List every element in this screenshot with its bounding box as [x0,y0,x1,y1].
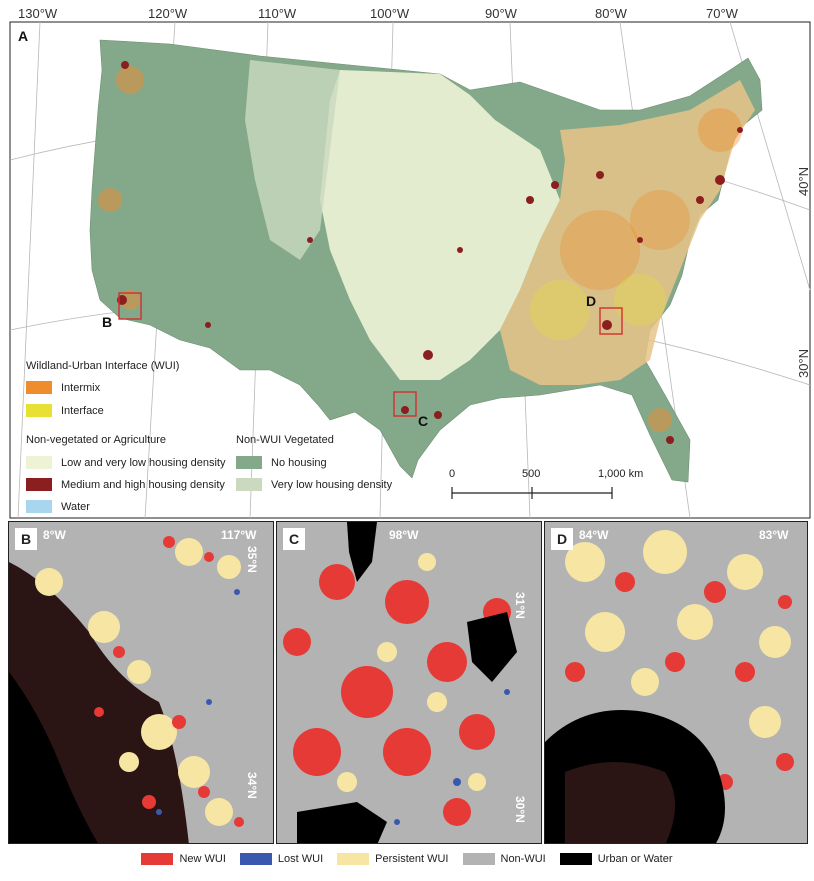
inset-c: C 98°W 31°N 30°N [276,521,542,844]
legend-interface-label: Interface [61,404,104,417]
legend-no-housing: No housing [236,456,327,469]
swatch-urban-water [559,853,592,865]
bottom-legend-non-wui: Non-WUI [462,853,546,865]
legend-no-housing-label: No housing [271,456,327,469]
bottom-legend-new-wui-label: New WUI [179,853,226,865]
legend-water-label: Water [61,500,90,513]
legend-interface: Interface [26,404,104,417]
agriculture-region [320,70,560,380]
urban-centers [117,61,743,444]
wui-speckle [98,66,742,432]
swatch-lost-wui [239,853,272,865]
lat-label-40n: 40°N [796,166,811,196]
bottom-legend-new-wui: New WUI [141,853,226,865]
box-d-outline [599,307,623,335]
swatch-non-wui [462,853,495,865]
legend-very-low-density-label: Very low housing density [271,478,393,491]
box-c-outline [393,391,417,417]
swatch-very-low-density [236,478,262,491]
inset-b-lon-right: 117°W [221,528,257,542]
swatch-persistent-wui [337,853,370,865]
inset-c-letter: C [283,528,305,550]
legend-nonwui-title: Non-WUI Vegetated [236,434,334,446]
panel-a: 130°W 120°W 110°W 100°W 90°W 80°W 70°W 4… [9,6,811,519]
lon-label-80w: 80°W [595,6,627,21]
legend-water: Water [26,500,90,513]
bottom-legend-lost-wui-label: Lost WUI [277,853,324,865]
swatch-med-high-density [26,478,52,491]
scale-bar [451,487,613,499]
bottom-legend-urban-water: Urban or Water [559,853,673,865]
box-b-outline [118,292,142,320]
legend-very-low-density: Very low housing density [236,478,392,491]
inset-b-lon-left: 8°W [43,528,66,542]
scale-label-0: 0 [449,468,456,480]
swatch-low-density [26,456,52,469]
bottom-legend-lost-wui: Lost WUI [239,853,324,865]
lat-label-30n: 30°N [796,348,811,378]
inset-d-letter: D [551,528,573,550]
legend-wui-title: Wildland-Urban Interface (WUI) [26,360,180,372]
legend-med-high-density-label: Medium and high housing density [61,478,225,491]
bottom-legend-persistent-wui-label: Persistent WUI [375,853,449,865]
panel-a-letter: A [18,28,29,44]
lon-label-110w: 110°W [258,6,297,21]
inset-c-lon: 98°W [389,528,419,542]
scale-label-1000: 1,000 km [598,468,644,480]
swatch-no-housing [236,456,262,469]
us-map [9,21,811,519]
inset-d: D 84°W 83°W [544,521,808,844]
inset-b-lat-top: 35°N [245,546,259,573]
bottom-legend-non-wui-label: Non-WUI [500,853,546,865]
legend-intermix-label: Intermix [61,381,101,394]
swatch-new-wui [141,853,174,865]
inset-b-lat-bottom: 34°N [245,772,259,799]
bottom-legend: New WUI Lost WUI Persistent WUI Non-WUI … [0,846,814,872]
inset-d-map [545,530,794,843]
inset-c-lat-bottom: 30°N [513,796,527,823]
plains-light [245,60,340,260]
legend-low-density-label: Low and very low housing density [61,456,226,469]
lon-label-90w: 90°W [485,6,517,21]
swatch-interface [26,404,52,417]
lon-label-130w: 130°W [18,6,58,21]
inset-b-map [9,536,244,843]
inset-d-lon-right: 83°W [759,528,789,542]
inset-d-lon-left: 84°W [579,528,609,542]
lon-label-120w: 120°W [148,6,188,21]
inset-c-map [283,522,517,843]
box-c-label: C [418,413,429,429]
swatch-water [26,500,52,513]
inset-c-lat-top: 31°N [513,592,527,619]
inset-b-letter: B [15,528,37,550]
legend-low-density: Low and very low housing density [26,456,225,469]
swatch-intermix [26,381,52,394]
scale-label-500: 500 [522,468,541,480]
bottom-legend-urban-water-label: Urban or Water [597,853,673,865]
lon-label-70w: 70°W [706,6,738,21]
inset-b: B 8°W 117°W 35°N 34°N [8,521,274,844]
lon-label-100w: 100°W [370,6,410,21]
legend-intermix: Intermix [26,381,100,394]
legend-nonveg-title: Non-vegetated or Agriculture [26,434,167,446]
eastern-wui [500,80,755,385]
bottom-legend-persistent-wui: Persistent WUI [337,853,449,865]
box-d-label: D [586,293,597,309]
box-b-label: B [102,314,113,330]
legend-med-high-density: Medium and high housing density [26,478,225,491]
